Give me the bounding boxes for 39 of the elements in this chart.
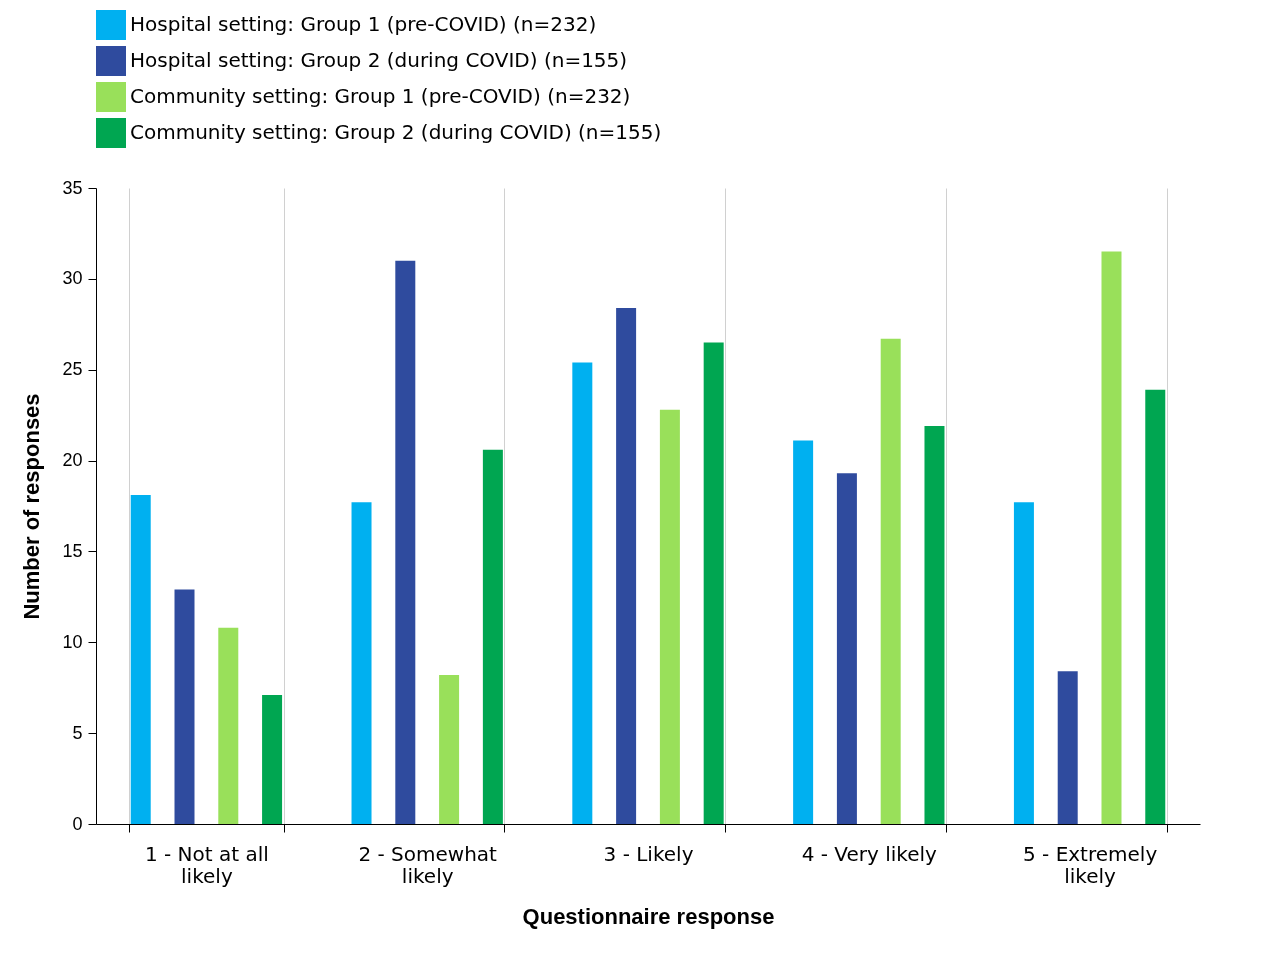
y-tick-label: 30	[62, 268, 83, 289]
bar	[262, 694, 283, 824]
bar	[351, 502, 372, 824]
bar	[572, 362, 593, 824]
legend-label: Community setting: Group 1 (pre-COVID) (n=232)	[130, 84, 631, 108]
y-tick-label: 5	[72, 722, 83, 743]
bar	[1145, 389, 1166, 824]
bar	[1101, 251, 1122, 824]
x-tick-label: 1 - Not at all likely	[144, 841, 269, 888]
x-tick-label: 4 - Very likely	[801, 841, 938, 866]
legend-label: Hospital setting: Group 2 (during COVID) (n=155)	[130, 48, 628, 72]
y-tick-label: 15	[62, 540, 83, 561]
y-tick-label: 10	[62, 631, 83, 652]
x-tick-label: 2 - Somewhat likely	[358, 841, 498, 888]
y-tick-label: 20	[62, 450, 83, 471]
bar	[793, 440, 814, 824]
y-tick-label: 25	[62, 359, 83, 380]
bar	[616, 307, 637, 824]
bar	[439, 674, 460, 824]
y-tick-label: 35	[62, 177, 83, 198]
bar	[703, 342, 724, 824]
x-tick-label: 5 - Extremely likely	[1022, 841, 1158, 888]
bar	[395, 260, 416, 824]
bar	[924, 426, 945, 824]
y-axis-title: Number of responses	[19, 393, 45, 620]
bar	[482, 449, 503, 824]
legend-label: Hospital setting: Group 1 (pre-COVID) (n=232)	[130, 12, 597, 36]
bar	[880, 338, 901, 824]
bar	[836, 473, 857, 824]
bar	[174, 589, 195, 824]
bar	[1057, 671, 1078, 824]
bar	[130, 495, 151, 824]
legend-label: Community setting: Group 2 (during COVID) (n=155)	[130, 120, 662, 144]
bar	[659, 409, 680, 824]
bar	[218, 627, 239, 824]
x-tick-label: 3 - Likely	[603, 841, 694, 866]
y-tick-label: 0	[72, 813, 83, 834]
x-axis-title: Questionnaire response	[522, 903, 775, 929]
bar	[1013, 502, 1034, 824]
